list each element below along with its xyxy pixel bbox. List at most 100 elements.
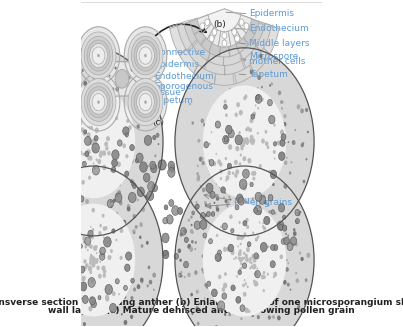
Circle shape xyxy=(72,147,75,151)
Circle shape xyxy=(257,211,259,214)
Circle shape xyxy=(262,159,264,161)
Circle shape xyxy=(55,269,61,278)
Circle shape xyxy=(158,143,159,145)
Circle shape xyxy=(219,164,222,167)
Circle shape xyxy=(76,123,77,126)
Circle shape xyxy=(275,253,278,257)
Circle shape xyxy=(103,269,106,274)
Circle shape xyxy=(244,263,246,267)
Circle shape xyxy=(267,145,269,149)
Circle shape xyxy=(261,86,263,88)
Circle shape xyxy=(256,252,260,257)
Circle shape xyxy=(114,218,117,222)
Circle shape xyxy=(238,131,241,134)
Circle shape xyxy=(265,141,268,146)
Circle shape xyxy=(92,141,94,144)
Circle shape xyxy=(73,325,75,327)
Circle shape xyxy=(238,145,241,148)
Circle shape xyxy=(78,128,81,132)
Circle shape xyxy=(107,107,110,111)
Circle shape xyxy=(166,215,173,224)
Circle shape xyxy=(125,137,127,140)
Circle shape xyxy=(235,205,239,210)
Circle shape xyxy=(190,293,193,297)
Circle shape xyxy=(112,270,115,275)
Circle shape xyxy=(104,138,106,142)
Circle shape xyxy=(100,241,103,245)
Circle shape xyxy=(56,257,58,259)
Circle shape xyxy=(249,257,252,261)
Circle shape xyxy=(178,274,180,277)
Circle shape xyxy=(202,254,204,258)
Circle shape xyxy=(164,205,168,210)
Circle shape xyxy=(201,268,204,271)
Circle shape xyxy=(84,245,87,249)
Circle shape xyxy=(255,102,256,105)
Circle shape xyxy=(229,118,231,122)
Circle shape xyxy=(72,69,75,74)
Circle shape xyxy=(90,122,92,125)
Circle shape xyxy=(124,73,167,131)
Circle shape xyxy=(130,179,134,184)
Circle shape xyxy=(101,112,104,115)
Circle shape xyxy=(229,229,232,232)
Circle shape xyxy=(248,262,250,266)
Circle shape xyxy=(85,151,89,157)
Circle shape xyxy=(92,257,96,262)
Circle shape xyxy=(243,262,245,264)
Circle shape xyxy=(253,171,256,176)
Circle shape xyxy=(245,283,247,285)
Circle shape xyxy=(253,273,255,276)
Circle shape xyxy=(71,282,74,285)
Circle shape xyxy=(235,256,237,259)
Circle shape xyxy=(200,185,202,188)
Circle shape xyxy=(101,98,103,100)
Circle shape xyxy=(46,208,50,213)
Circle shape xyxy=(108,291,110,295)
Circle shape xyxy=(99,243,101,246)
Circle shape xyxy=(56,162,63,171)
Text: (a): (a) xyxy=(114,112,126,121)
Circle shape xyxy=(92,165,100,175)
Circle shape xyxy=(118,182,121,186)
Circle shape xyxy=(75,149,78,153)
Circle shape xyxy=(266,127,268,129)
Circle shape xyxy=(91,139,96,145)
Circle shape xyxy=(95,128,99,133)
Circle shape xyxy=(265,136,267,139)
Circle shape xyxy=(100,243,101,246)
Circle shape xyxy=(231,176,235,181)
Circle shape xyxy=(163,217,168,224)
Circle shape xyxy=(110,169,112,172)
Circle shape xyxy=(83,217,86,222)
Circle shape xyxy=(106,157,109,161)
Circle shape xyxy=(241,138,243,141)
Circle shape xyxy=(253,125,256,129)
Circle shape xyxy=(93,162,94,165)
Circle shape xyxy=(95,126,97,129)
Circle shape xyxy=(100,255,104,260)
Circle shape xyxy=(93,117,97,122)
Circle shape xyxy=(253,135,255,137)
Circle shape xyxy=(63,267,64,269)
Circle shape xyxy=(39,117,40,119)
Circle shape xyxy=(60,269,62,273)
Circle shape xyxy=(126,252,132,260)
Circle shape xyxy=(104,142,106,146)
Polygon shape xyxy=(190,19,259,57)
Circle shape xyxy=(255,104,256,107)
Circle shape xyxy=(250,139,255,145)
Circle shape xyxy=(247,158,251,164)
Circle shape xyxy=(105,152,108,156)
Circle shape xyxy=(92,143,100,153)
Circle shape xyxy=(250,218,252,220)
Circle shape xyxy=(246,284,249,288)
Circle shape xyxy=(53,260,56,264)
Circle shape xyxy=(152,273,156,278)
Circle shape xyxy=(255,161,256,163)
Circle shape xyxy=(82,286,85,290)
Circle shape xyxy=(124,126,126,129)
Text: (b): (b) xyxy=(213,20,226,29)
Circle shape xyxy=(279,270,281,272)
Circle shape xyxy=(55,146,59,151)
